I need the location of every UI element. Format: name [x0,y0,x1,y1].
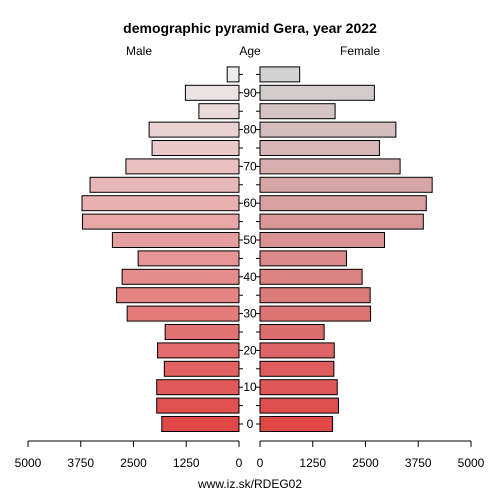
female-bar [259,158,401,175]
x-tick-label-left: 3750 [67,456,94,470]
female-label: Female [340,44,380,58]
age-tick-label: 10 [243,380,257,394]
male-bar [121,268,240,285]
female-bar [259,66,301,83]
female-bar [259,195,427,212]
male-bar [89,176,240,193]
female-bar [259,213,424,230]
female-bar [259,84,375,101]
male-bar [137,250,240,267]
x-tick-label-left: 5000 [15,456,42,470]
male-bar [116,287,240,304]
male-bar [157,342,240,359]
female-bar [259,342,335,359]
age-tick-label: 80 [243,123,257,137]
x-tick-label-left: 0 [236,456,243,470]
female-bar [259,305,372,322]
male-bar [198,103,240,120]
male-bar [148,121,240,138]
age-tick-label: 50 [243,233,257,247]
male-bars [81,66,240,432]
age-tick-label: 40 [243,270,257,284]
female-bars [259,66,433,432]
female-bar [259,176,433,193]
female-bar [259,121,397,138]
x-tick-label-right: 2500 [352,456,379,470]
female-bar [259,250,348,267]
female-bar [259,232,385,248]
male-bar [125,158,240,175]
age-tick-label: 60 [243,196,257,210]
age-tick-label: 70 [243,159,257,173]
male-bar [111,232,240,248]
x-tick-label-right: 0 [257,456,264,470]
female-bar [259,103,336,120]
age-label: Age [239,44,261,58]
female-bar [259,140,380,156]
female-bar [259,397,339,414]
male-bar [126,305,240,322]
x-tick-label-left: 2500 [120,456,147,470]
male-bar [226,66,240,83]
age-tick-label: 0 [247,417,254,431]
female-bar [259,268,363,285]
male-bar [156,379,240,396]
age-tick-label: 20 [243,343,257,357]
female-bar [259,379,338,396]
male-bar [81,195,240,212]
male-bar [81,213,240,230]
source-label: www.iz.sk/RDEG02 [197,477,302,491]
male-bar [184,84,240,101]
age-tick-label: 30 [243,307,257,321]
age-axis: 0 10 20 30 40 50 60 70 80 90 [239,73,260,431]
male-bar [151,140,240,156]
x-tick-label-right: 1250 [299,456,326,470]
male-bar [164,324,240,340]
age-tick-label: 90 [243,86,257,100]
x-tick-label-left: 1250 [173,456,200,470]
male-bar [156,397,240,414]
male-label: Male [126,44,152,58]
female-bar [259,360,335,377]
chart-title: demographic pyramid Gera, year 2022 [123,20,377,36]
female-bar [259,324,325,340]
x-tick-label-right: 5000 [458,456,485,470]
male-bar [163,360,240,377]
female-bar [259,287,371,304]
female-bar [259,416,334,432]
x-axis: 5000 3750 2500 1250 0 0 1250 2500 3750 5000 [15,440,485,470]
male-bar [161,416,240,432]
x-tick-label-right: 3750 [405,456,432,470]
